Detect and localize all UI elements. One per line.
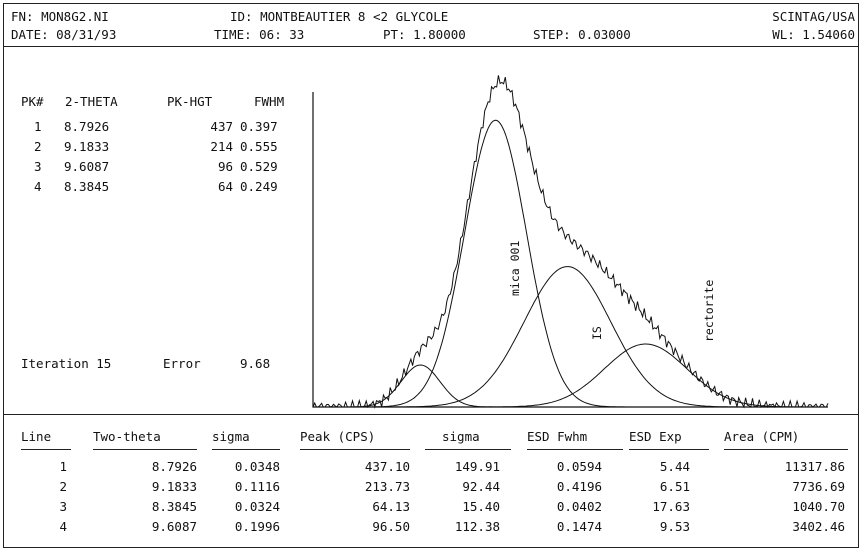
peak-header-fwhm: FWHM	[254, 94, 285, 109]
scan-step: STEP: 0.03000	[533, 27, 631, 42]
peak-number: 2	[34, 139, 42, 154]
col-header-esd-fwhm: ESD Fwhm	[527, 429, 588, 444]
cell-esd-exp: 5.44	[659, 459, 690, 474]
scan-date: DATE: 08/31/93	[11, 27, 117, 42]
cell-line: 3	[59, 499, 67, 514]
cell-esd-fwhm: 0.1474	[556, 519, 602, 534]
cell-sigma: 0.0348	[234, 459, 280, 474]
component-curve-2	[313, 266, 828, 408]
peak-fwhm: 0.529	[240, 159, 278, 174]
peak-two-theta: 9.1833	[64, 139, 110, 154]
cell-area: 1040.70	[792, 499, 845, 514]
component-curve-4	[313, 364, 828, 408]
cell-sigma-2: 15.40	[462, 499, 500, 514]
label-mica-001: mica 001	[508, 241, 522, 296]
col-header-two-theta: Two-theta	[93, 429, 161, 444]
cell-sigma-2: 149.91	[454, 459, 500, 474]
cell-sigma-2: 112.38	[454, 519, 500, 534]
cell-peak-cps: 437.10	[364, 459, 410, 474]
chart-labels: mica 001 IS rectorite	[508, 241, 716, 342]
cell-peak-cps: 64.13	[372, 499, 410, 514]
peak-number: 4	[34, 179, 42, 194]
label-rectorite: rectorite	[702, 280, 716, 342]
peak-fwhm: 0.249	[240, 179, 278, 194]
underline	[21, 449, 71, 450]
cell-two-theta: 9.6087	[151, 519, 197, 534]
header-divider	[3, 46, 859, 47]
cell-two-theta: 8.7926	[151, 459, 197, 474]
col-header-sigma: sigma	[212, 429, 250, 444]
cell-line: 4	[59, 519, 67, 534]
peak-two-theta: 9.6087	[64, 159, 110, 174]
col-header-peak: Peak (CPS)	[300, 429, 376, 444]
table-divider	[3, 414, 859, 415]
underline	[724, 449, 848, 450]
cell-esd-exp: 9.53	[659, 519, 690, 534]
peak-header-pk: PK#	[21, 94, 44, 109]
cell-area: 7736.69	[792, 479, 845, 494]
error-label: Error	[163, 356, 201, 371]
cell-two-theta: 9.1833	[151, 479, 197, 494]
underline	[425, 449, 511, 450]
peak-fwhm: 0.397	[240, 119, 278, 134]
col-header-esd-exp: ESD Exp	[629, 429, 682, 444]
peak-header-pkhgt: PK-HGT	[167, 94, 213, 109]
peak-height: 437	[210, 119, 233, 134]
peak-height: 214	[210, 139, 233, 154]
cell-esd-fwhm: 0.0402	[556, 499, 602, 514]
cell-area: 11317.86	[784, 459, 845, 474]
underline	[93, 449, 197, 450]
chart-curves	[312, 75, 829, 409]
underline	[212, 449, 280, 450]
cell-area: 3402.46	[792, 519, 845, 534]
underline	[300, 449, 410, 450]
peak-fwhm: 0.555	[240, 139, 278, 154]
col-header-area: Area (CPM)	[724, 429, 800, 444]
cell-esd-exp: 17.63	[652, 499, 690, 514]
sample-id: ID: MONTBEAUTIER 8 <2 GLYCOLE	[230, 9, 449, 24]
underline	[527, 449, 623, 450]
cell-peak-cps: 96.50	[372, 519, 410, 534]
error-value: 9.68	[240, 356, 271, 371]
wavelength: WL: 1.54060	[772, 27, 855, 42]
peak-number: 1	[34, 119, 42, 134]
chart-axes	[312, 92, 828, 408]
plot-frame	[3, 3, 859, 548]
scan-pt: PT: 1.80000	[383, 27, 466, 42]
peak-height: 96	[217, 159, 233, 174]
cell-sigma: 0.0324	[234, 499, 280, 514]
cell-esd-exp: 6.51	[659, 479, 690, 494]
underline	[629, 449, 709, 450]
cell-line: 2	[59, 479, 67, 494]
peak-two-theta: 8.7926	[64, 119, 110, 134]
cell-two-theta: 8.3845	[151, 499, 197, 514]
cell-esd-fwhm: 0.0594	[556, 459, 602, 474]
observed-envelope	[312, 75, 829, 409]
cell-sigma: 0.1996	[234, 519, 280, 534]
peak-header-2theta: 2-THETA	[65, 94, 118, 109]
instrument: SCINTAG/USA	[772, 9, 855, 24]
peak-number: 3	[34, 159, 42, 174]
cell-esd-fwhm: 0.4196	[556, 479, 602, 494]
file-name: FN: MON8G2.NI	[11, 9, 109, 24]
cell-sigma: 0.1116	[234, 479, 280, 494]
cell-sigma-2: 92.44	[462, 479, 500, 494]
peak-two-theta: 8.3845	[64, 179, 110, 194]
col-header-line: Line	[21, 429, 52, 444]
cell-line: 1	[59, 459, 67, 474]
peak-height: 64	[217, 179, 233, 194]
component-curve-3	[313, 343, 828, 408]
component-curve-1	[313, 119, 828, 408]
cell-peak-cps: 213.73	[364, 479, 410, 494]
scan-time: TIME: 06: 33	[214, 27, 305, 42]
label-is: IS	[590, 326, 604, 340]
iteration-label: Iteration 15	[21, 356, 112, 371]
col-header-sigma-2: sigma	[442, 429, 480, 444]
